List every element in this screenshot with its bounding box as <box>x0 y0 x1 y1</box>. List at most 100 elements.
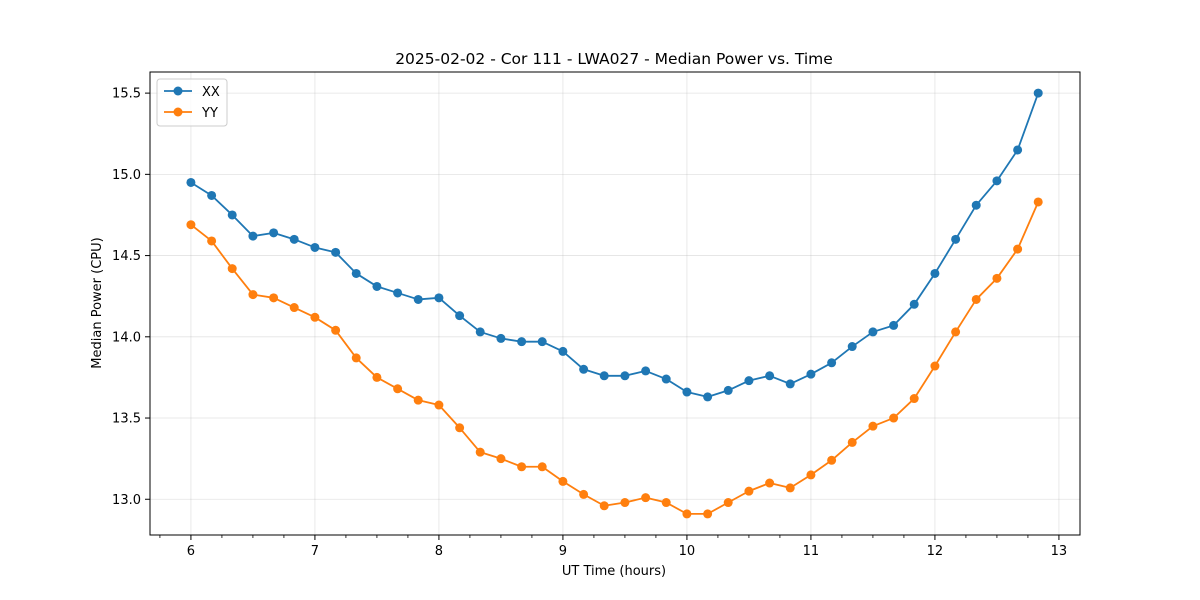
data-point-yy <box>703 509 713 519</box>
data-point-yy <box>744 486 754 496</box>
data-point-xx <box>289 234 299 244</box>
data-point-yy <box>372 372 382 382</box>
data-point-xx <box>331 247 341 257</box>
data-point-yy <box>847 437 857 447</box>
legend-label-yy: YY <box>201 106 218 121</box>
data-point-yy <box>351 353 361 363</box>
legend-label-xx: XX <box>202 85 220 100</box>
y-axis-label: Median Power (CPU) <box>90 237 105 368</box>
data-point-yy <box>992 273 1002 283</box>
x-tick-label: 10 <box>679 544 696 559</box>
data-point-xx <box>434 293 444 303</box>
chart-title: 2025-02-02 - Cor 111 - LWA027 - Median P… <box>395 50 833 68</box>
data-point-yy <box>413 395 423 405</box>
data-point-yy <box>310 312 320 322</box>
data-point-xx <box>537 337 547 347</box>
data-point-yy <box>599 501 609 511</box>
data-point-xx <box>806 369 816 379</box>
data-point-xx <box>827 358 837 368</box>
data-point-yy <box>1013 244 1023 254</box>
data-point-yy <box>909 394 919 404</box>
data-point-yy <box>765 478 775 488</box>
data-point-xx <box>744 376 754 386</box>
data-point-yy <box>579 489 589 499</box>
data-point-xx <box>765 371 775 381</box>
axis-ticks: 6 7 8 9 10 11 12 13 13.0 13.5 14.0 14.5 15.0 15.5 <box>112 87 1067 559</box>
x-axis-label: UT Time (hours) <box>562 564 666 579</box>
data-point-yy <box>682 509 692 519</box>
x-tick-label: 6 <box>187 544 195 559</box>
data-point-yy <box>227 264 237 274</box>
data-point-yy <box>951 327 961 337</box>
data-point-xx <box>868 327 878 337</box>
data-point-yy <box>186 220 196 230</box>
data-point-xx <box>1033 88 1043 98</box>
data-point-xx <box>475 327 485 337</box>
x-tick-label: 9 <box>559 544 567 559</box>
data-point-xx <box>661 374 671 384</box>
data-point-xx <box>248 231 258 241</box>
data-point-xx <box>599 371 609 381</box>
y-tick-label: 15.0 <box>112 168 141 183</box>
data-point-xx <box>558 346 568 356</box>
data-point-yy <box>785 483 795 493</box>
y-tick-label: 14.5 <box>112 249 141 264</box>
data-point-xx <box>455 311 465 321</box>
x-tick-label: 11 <box>803 544 820 559</box>
x-tick-label: 8 <box>435 544 443 559</box>
x-tick-label: 7 <box>311 544 319 559</box>
data-point-xx <box>413 294 423 304</box>
data-point-yy <box>207 236 217 246</box>
data-point-xx <box>186 177 196 187</box>
data-point-yy <box>269 293 279 303</box>
series-yy <box>186 197 1043 519</box>
data-point-yy <box>661 498 671 508</box>
data-point-yy <box>827 455 837 465</box>
legend-marker-yy <box>173 107 183 117</box>
data-point-yy <box>455 423 465 433</box>
y-tick-label: 13.0 <box>112 493 141 508</box>
data-point-yy <box>558 476 568 486</box>
data-point-yy <box>806 470 816 480</box>
data-point-xx <box>682 387 692 397</box>
data-point-yy <box>331 325 341 335</box>
data-series <box>186 88 1043 519</box>
data-point-xx <box>785 379 795 389</box>
data-point-xx <box>269 228 279 238</box>
data-point-xx <box>1013 145 1023 155</box>
data-point-yy <box>1033 197 1043 207</box>
data-point-yy <box>620 498 630 508</box>
data-point-xx <box>496 333 506 343</box>
data-point-yy <box>393 384 403 394</box>
data-point-yy <box>475 447 485 457</box>
data-point-xx <box>971 200 981 210</box>
data-point-xx <box>517 337 527 347</box>
data-point-xx <box>641 366 651 376</box>
data-point-xx <box>951 234 961 244</box>
data-point-xx <box>351 268 361 278</box>
series-xx <box>186 88 1043 402</box>
data-point-yy <box>868 421 878 431</box>
data-point-xx <box>889 320 899 330</box>
data-point-yy <box>930 361 940 371</box>
y-tick-label: 14.0 <box>112 330 141 345</box>
data-point-yy <box>641 493 651 503</box>
data-point-xx <box>372 281 382 291</box>
data-point-yy <box>971 294 981 304</box>
data-point-xx <box>909 299 919 309</box>
x-tick-label: 13 <box>1051 544 1068 559</box>
grid-lines <box>150 72 1080 535</box>
data-point-xx <box>723 385 733 395</box>
legend-marker-xx <box>173 86 183 96</box>
data-point-xx <box>579 364 589 374</box>
data-point-xx <box>207 190 217 200</box>
data-point-yy <box>723 498 733 508</box>
data-point-xx <box>703 392 713 402</box>
data-point-yy <box>496 454 506 464</box>
data-point-xx <box>620 371 630 381</box>
data-point-xx <box>992 176 1002 186</box>
plot-frame <box>149 71 1081 536</box>
data-point-yy <box>537 462 547 472</box>
legend: XX YY <box>156 78 228 127</box>
